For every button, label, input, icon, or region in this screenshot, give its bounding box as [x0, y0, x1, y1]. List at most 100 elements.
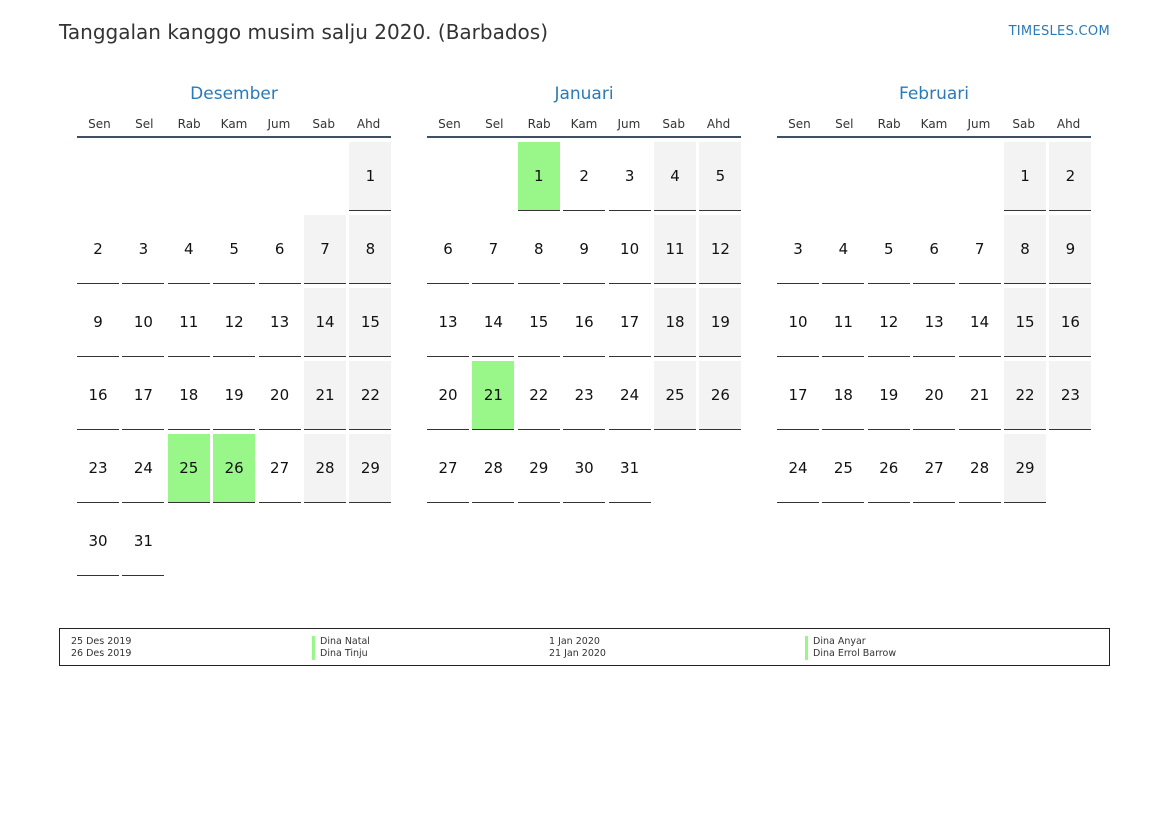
weekday-label: Sel	[835, 117, 854, 131]
page-title: Tanggalan kanggo musim salju 2020. (Barb…	[59, 20, 548, 44]
weekday-label: Sab	[1012, 117, 1036, 131]
day-cell: 28	[472, 434, 515, 503]
month-name: Januari	[554, 84, 614, 104]
weekday-header: Sen Sel Rab Kam Jum Sab Ahd	[427, 112, 741, 138]
day-cell: 30	[77, 507, 119, 576]
legend-names-left: Dina Natal Dina Tinju	[312, 636, 370, 660]
day-cell: 16	[77, 361, 119, 430]
day-cell: 28	[304, 434, 346, 503]
day-cell: 22	[1004, 361, 1046, 430]
weekday-label: Sab	[312, 117, 336, 131]
day-cell: 18	[167, 361, 210, 430]
day-cell: 16	[1049, 288, 1092, 357]
day-cell: 2	[77, 215, 119, 284]
weekday-label: Kam	[220, 117, 248, 131]
day-cell: 5	[213, 215, 256, 284]
month-desember: Desember Sen Sel Rab Kam Jum Sab Ahd 1 2 3 4 5 6 7 8 9 10…	[77, 82, 392, 576]
day-cell: 23	[563, 361, 606, 430]
legend-dates-left: 25 Des 2019 26 Des 2019	[71, 636, 131, 660]
day-cell: 10	[777, 288, 819, 357]
day-cell: 26	[699, 361, 742, 430]
day-cell: 9	[563, 215, 606, 284]
brand-link[interactable]: TIMESLES.COM	[1008, 24, 1110, 39]
day-cell: 14	[958, 288, 1001, 357]
day-cell: 10	[122, 288, 165, 357]
day-cell: 4	[167, 215, 210, 284]
day-cell: 5	[699, 142, 742, 211]
day-cell: 17	[608, 288, 651, 357]
day-cell: 19	[867, 361, 910, 430]
legend-holiday-name: Dina Anyar	[805, 636, 896, 648]
day-cell: 21	[304, 361, 346, 430]
day-cell: 1	[349, 142, 392, 211]
day-cell: 4	[822, 215, 865, 284]
day-cell: 19	[213, 361, 256, 430]
weekday-label: Jum	[267, 117, 291, 131]
holiday-day-cell: 21	[472, 361, 515, 430]
weekday-label: Sel	[485, 117, 504, 131]
day-cell: 12	[699, 215, 742, 284]
weekday-label: Kam	[570, 117, 598, 131]
day-cell: 17	[777, 361, 819, 430]
legend-holiday-name: Dina Natal	[312, 636, 370, 648]
day-cell: 17	[122, 361, 165, 430]
day-cell: 22	[517, 361, 560, 430]
holiday-day-cell: 26	[213, 434, 256, 503]
day-cell: 22	[349, 361, 392, 430]
day-cell: 27	[913, 434, 956, 503]
day-cell: 31	[608, 434, 651, 503]
day-cell: 15	[517, 288, 560, 357]
day-cell: 10	[608, 215, 651, 284]
day-cell: 25	[822, 434, 865, 503]
legend-date: 25 Des 2019	[71, 636, 132, 647]
weekday-label: Sen	[88, 117, 111, 131]
month-name: Desember	[190, 84, 278, 104]
holiday-day-cell: 25	[167, 434, 210, 503]
day-cell: 11	[822, 288, 865, 357]
day-cell: 4	[654, 142, 696, 211]
day-cell: 8	[1004, 215, 1046, 284]
weekday-label: Jum	[617, 117, 641, 131]
day-cell: 9	[1049, 215, 1092, 284]
day-cell: 24	[777, 434, 819, 503]
weekday-label: Rab	[177, 117, 201, 131]
day-cell: 16	[563, 288, 606, 357]
day-cell: 23	[1049, 361, 1092, 430]
weekday-header: Sen Sel Rab Kam Jum Sab Ahd	[777, 112, 1091, 138]
day-cell: 23	[77, 434, 119, 503]
day-cell: 20	[258, 361, 301, 430]
day-cell: 24	[122, 434, 165, 503]
day-cell: 14	[472, 288, 515, 357]
day-cell: 5	[867, 215, 910, 284]
weekday-label: Rab	[527, 117, 551, 131]
weekday-label: Jum	[967, 117, 991, 131]
day-cell: 26	[867, 434, 910, 503]
month-februari: Februari Sen Sel Rab Kam Jum Sab Ahd 1 2 3 4 5 6 7 8 9 10…	[777, 82, 1092, 503]
day-cell: 30	[563, 434, 606, 503]
day-cell: 9	[77, 288, 119, 357]
weekday-label: Ahd	[1056, 117, 1081, 131]
month-name: Februari	[899, 84, 969, 104]
day-cell: 7	[958, 215, 1001, 284]
day-cell: 2	[1049, 142, 1092, 211]
weekday-label: Sab	[662, 117, 686, 131]
weekday-label: Sen	[788, 117, 811, 131]
day-cell: 18	[654, 288, 696, 357]
day-cell: 3	[777, 215, 819, 284]
day-cell: 8	[349, 215, 392, 284]
day-cell: 11	[654, 215, 696, 284]
day-cell: 7	[472, 215, 515, 284]
weekday-label: Sel	[135, 117, 154, 131]
day-cell: 3	[608, 142, 651, 211]
day-cell: 3	[122, 215, 165, 284]
day-cell: 19	[699, 288, 742, 357]
day-cell: 29	[349, 434, 392, 503]
day-cell: 13	[427, 288, 469, 357]
legend-holiday-name: Dina Errol Barrow	[805, 648, 896, 660]
day-cell: 11	[167, 288, 210, 357]
weekday-header: Sen Sel Rab Kam Jum Sab Ahd	[77, 112, 391, 138]
holiday-day-cell: 1	[517, 142, 560, 211]
weekday-label: Ahd	[356, 117, 381, 131]
day-cell: 13	[258, 288, 301, 357]
legend-date: 26 Des 2019	[71, 648, 132, 659]
